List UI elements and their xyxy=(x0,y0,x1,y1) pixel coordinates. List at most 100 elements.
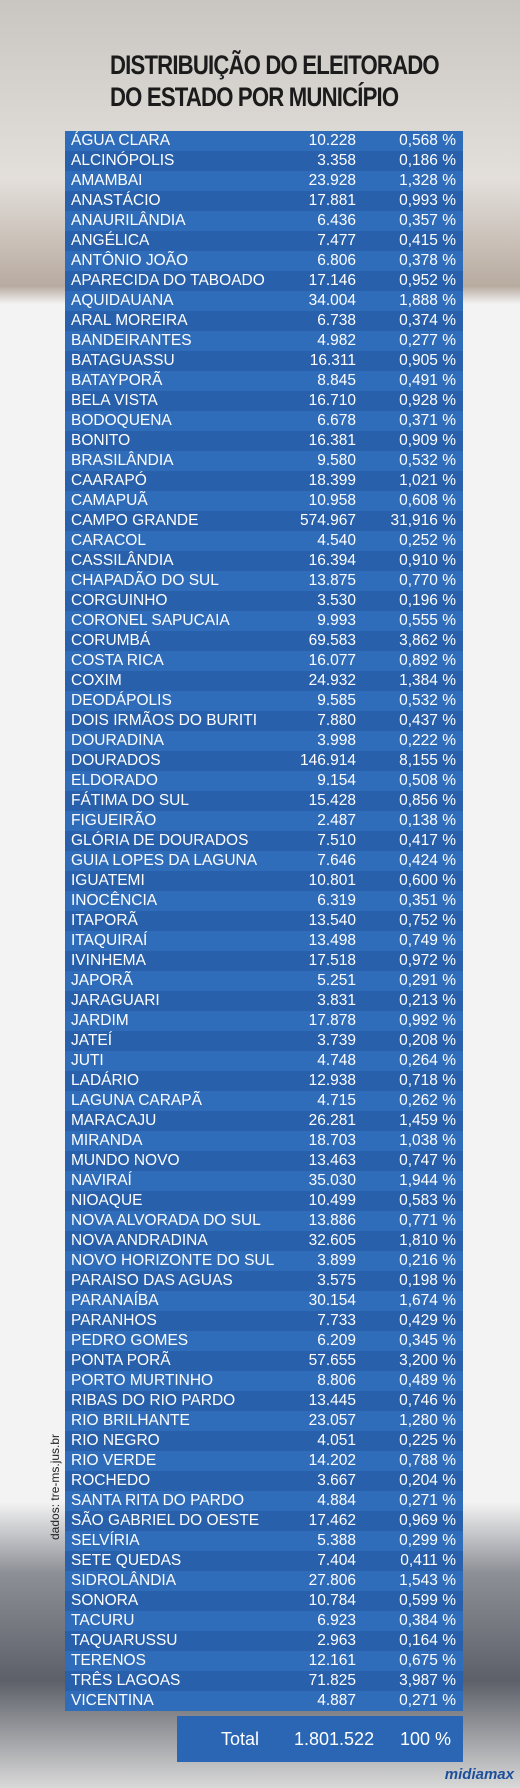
municipality: INOCÊNCIA xyxy=(71,892,158,909)
table-row: PONTA PORÃ 57.655 3,200 % xyxy=(65,1351,463,1371)
voter-count: 4.748 xyxy=(317,1052,356,1069)
municipality: ITAQUIRAÍ xyxy=(71,932,148,949)
table-row: BONITO 16.381 0,909 % xyxy=(65,431,463,451)
table-row: RIO BRILHANTE 23.057 1,280 % xyxy=(65,1411,463,1431)
table-row: DOURADOS 146.914 8,155 % xyxy=(65,751,463,771)
voter-percent: 0,198 % xyxy=(399,1272,456,1289)
voter-percent: 3,987 % xyxy=(399,1672,456,1689)
municipality: FIGUEIRÃO xyxy=(71,812,157,829)
table-row: JARDIM 17.878 0,992 % xyxy=(65,1011,463,1031)
voter-percent: 1,888 % xyxy=(399,292,456,309)
municipality: BATAYPORÃ xyxy=(71,372,163,389)
municipality: CORGUINHO xyxy=(71,592,168,609)
voter-percent: 0,770 % xyxy=(399,572,456,589)
table-row: CAMAPUÃ 10.958 0,608 % xyxy=(65,491,463,511)
table-row: ROCHEDO 3.667 0,204 % xyxy=(65,1471,463,1491)
voter-percent: 0,345 % xyxy=(399,1332,456,1349)
voter-count: 4.051 xyxy=(317,1432,356,1449)
voter-percent: 0,856 % xyxy=(399,792,456,809)
voter-count: 2.963 xyxy=(317,1632,356,1649)
voter-percent: 0,271 % xyxy=(399,1492,456,1509)
municipality: BODOQUENA xyxy=(71,412,172,429)
voter-count: 13.463 xyxy=(308,1152,356,1169)
voter-count: 16.311 xyxy=(309,352,356,369)
table-row: SONORA 10.784 0,599 % xyxy=(65,1591,463,1611)
voter-count: 23.057 xyxy=(308,1412,356,1429)
voter-count: 32.605 xyxy=(308,1232,356,1249)
voter-percent: 0,291 % xyxy=(399,972,456,989)
table-row: ANGÉLICA 7.477 0,415 % xyxy=(65,231,463,251)
table-row: DEODÁPOLIS 9.585 0,532 % xyxy=(65,691,463,711)
table-row: NOVA ALVORADA DO SUL 13.886 0,771 % xyxy=(65,1211,463,1231)
municipality: NAVIRAÍ xyxy=(71,1172,132,1189)
table-row: GLÓRIA DE DOURADOS 7.510 0,417 % xyxy=(65,831,463,851)
voter-count: 26.281 xyxy=(308,1112,356,1129)
table-row: CAMPO GRANDE 574.967 31,916 % xyxy=(65,511,463,531)
voter-count: 3.667 xyxy=(317,1472,356,1489)
municipality: CORUMBÁ xyxy=(71,632,151,649)
voter-percent: 31,916 % xyxy=(390,512,457,529)
voter-count: 2.487 xyxy=(317,812,356,829)
voter-percent: 0,928 % xyxy=(399,392,456,409)
table-row: BELA VISTA 16.710 0,928 % xyxy=(65,391,463,411)
table-row: LADÁRIO 12.938 0,718 % xyxy=(65,1071,463,1091)
voter-percent: 0,378 % xyxy=(399,252,456,269)
voter-count: 14.202 xyxy=(308,1452,356,1469)
table-row: TAQUARUSSU 2.963 0,164 % xyxy=(65,1631,463,1651)
municipality: IGUATEMI xyxy=(71,872,145,889)
municipality: RIO BRILHANTE xyxy=(71,1412,190,1429)
table-row: ANAURILÂNDIA 6.436 0,357 % xyxy=(65,211,463,231)
voter-count: 574.967 xyxy=(299,512,356,529)
voter-percent: 0,204 % xyxy=(399,1472,456,1489)
table-row: NAVIRAÍ 35.030 1,944 % xyxy=(65,1171,463,1191)
table-row: PARANAÍBA 30.154 1,674 % xyxy=(65,1291,463,1311)
table-row: MARACAJU 26.281 1,459 % xyxy=(65,1111,463,1131)
voter-percent: 0,374 % xyxy=(399,312,456,329)
table-row: CAARAPÓ 18.399 1,021 % xyxy=(65,471,463,491)
voter-percent: 1,674 % xyxy=(399,1292,456,1309)
voter-percent: 0,508 % xyxy=(399,772,456,789)
voter-percent: 1,280 % xyxy=(399,1412,456,1429)
total-count: 1.801.522 xyxy=(294,1729,375,1749)
voter-percent: 0,489 % xyxy=(399,1372,456,1389)
voter-count: 16.381 xyxy=(308,432,356,449)
municipality: SANTA RITA DO PARDO xyxy=(71,1492,245,1509)
voter-percent: 0,788 % xyxy=(399,1452,456,1469)
table: ÁGUA CLARA 10.228 0,568 % ALCINÓPOLIS 3.358 0… xyxy=(65,131,463,1711)
total-label: Total xyxy=(221,1729,260,1749)
municipality: JARAGUARI xyxy=(71,992,160,1009)
municipality: RIBAS DO RIO PARDO xyxy=(71,1392,236,1409)
voter-percent: 0,568 % xyxy=(399,132,456,149)
municipality: LAGUNA CARAPÃ xyxy=(71,1092,202,1109)
voter-percent: 0,771 % xyxy=(399,1212,456,1229)
table-row: MUNDO NOVO 13.463 0,747 % xyxy=(65,1151,463,1171)
voter-count: 6.436 xyxy=(317,212,356,229)
municipality: SONORA xyxy=(71,1592,139,1609)
municipality: JATEÍ xyxy=(71,1032,113,1049)
voter-count: 13.445 xyxy=(308,1392,356,1409)
municipality: DOURADOS xyxy=(71,752,161,769)
voter-count: 10.784 xyxy=(308,1592,356,1609)
municipality: PARANHOS xyxy=(71,1312,157,1329)
municipality: PORTO MURTINHO xyxy=(71,1372,214,1389)
table-row: GUIA LOPES DA LAGUNA 7.646 0,424 % xyxy=(65,851,463,871)
source-note: dados: tre-ms.jus.br xyxy=(48,1433,62,1540)
voter-count: 4.887 xyxy=(317,1692,356,1709)
voter-count: 24.932 xyxy=(308,672,356,689)
voter-count: 10.958 xyxy=(308,492,356,509)
table-row: NOVO HORIZONTE DO SUL 3.899 0,216 % xyxy=(65,1251,463,1271)
voter-percent: 0,415 % xyxy=(399,232,456,249)
voter-percent: 1,459 % xyxy=(399,1112,456,1129)
voter-percent: 0,216 % xyxy=(399,1252,456,1269)
voter-percent: 0,371 % xyxy=(399,412,456,429)
table-row: SANTA RITA DO PARDO 4.884 0,271 % xyxy=(65,1491,463,1511)
voter-percent: 1,384 % xyxy=(399,672,456,689)
voter-percent: 0,718 % xyxy=(399,1072,456,1089)
table-row: AMAMBAI 23.928 1,328 % xyxy=(65,171,463,191)
municipality: GLÓRIA DE DOURADOS xyxy=(71,832,249,849)
voter-percent: 0,437 % xyxy=(399,712,456,729)
voter-percent: 0,752 % xyxy=(399,912,456,929)
municipality: NOVA ANDRADINA xyxy=(71,1232,208,1249)
total-percent: 100 % xyxy=(399,1729,451,1749)
voter-percent: 1,021 % xyxy=(399,472,456,489)
